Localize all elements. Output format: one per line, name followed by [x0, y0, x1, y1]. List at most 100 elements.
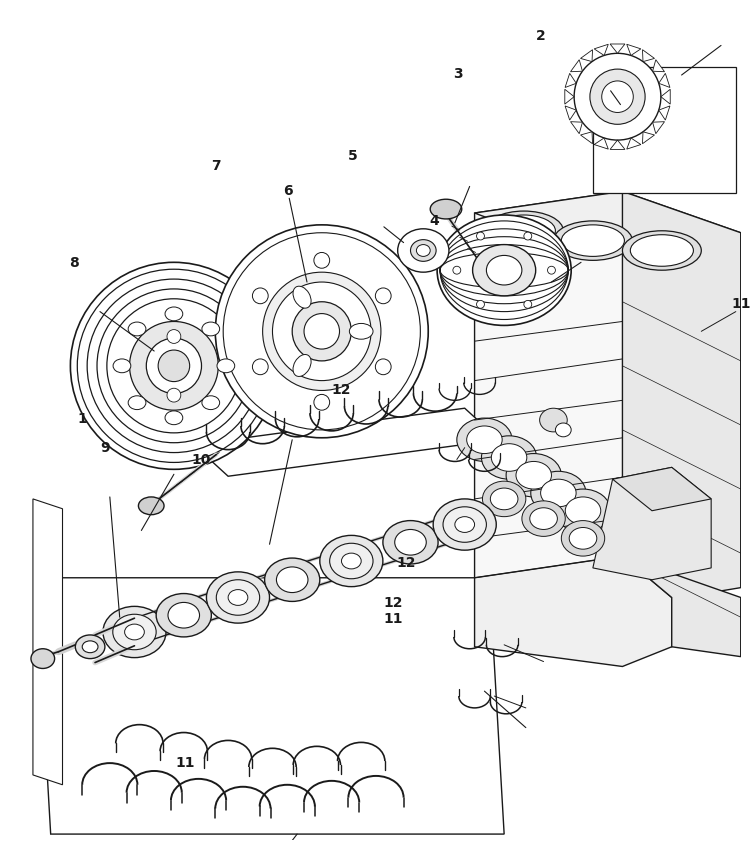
Ellipse shape — [82, 641, 98, 653]
Ellipse shape — [165, 411, 183, 425]
Ellipse shape — [622, 231, 701, 270]
Ellipse shape — [556, 423, 572, 437]
Ellipse shape — [466, 426, 502, 453]
Polygon shape — [571, 60, 583, 72]
Polygon shape — [571, 122, 583, 134]
Text: 12: 12 — [397, 556, 416, 570]
Circle shape — [314, 252, 330, 268]
Circle shape — [476, 300, 484, 308]
Circle shape — [304, 314, 340, 349]
Ellipse shape — [277, 567, 308, 592]
Ellipse shape — [437, 215, 572, 326]
Polygon shape — [594, 138, 608, 149]
Ellipse shape — [330, 543, 373, 579]
Circle shape — [574, 53, 661, 140]
Ellipse shape — [531, 471, 586, 514]
Circle shape — [158, 350, 190, 382]
Ellipse shape — [265, 558, 320, 602]
Ellipse shape — [561, 520, 604, 556]
Polygon shape — [475, 191, 672, 627]
Polygon shape — [475, 556, 672, 667]
Ellipse shape — [561, 225, 625, 256]
Text: 11: 11 — [175, 756, 194, 770]
Circle shape — [167, 330, 181, 343]
Ellipse shape — [569, 528, 597, 549]
Circle shape — [215, 225, 428, 437]
Ellipse shape — [482, 481, 526, 517]
Circle shape — [253, 359, 268, 375]
Ellipse shape — [206, 572, 269, 624]
Circle shape — [453, 266, 460, 274]
Ellipse shape — [433, 499, 496, 550]
Ellipse shape — [168, 602, 200, 628]
Polygon shape — [580, 132, 592, 144]
Ellipse shape — [394, 530, 426, 555]
Ellipse shape — [217, 359, 235, 373]
Ellipse shape — [484, 211, 563, 250]
Polygon shape — [627, 44, 640, 56]
Text: 10: 10 — [191, 453, 211, 467]
Polygon shape — [194, 409, 500, 476]
Circle shape — [262, 272, 381, 391]
Polygon shape — [622, 556, 741, 656]
Ellipse shape — [228, 590, 248, 606]
Polygon shape — [592, 467, 711, 580]
Ellipse shape — [530, 508, 557, 530]
Text: 9: 9 — [100, 441, 109, 455]
Ellipse shape — [492, 215, 556, 246]
Ellipse shape — [487, 255, 522, 285]
Ellipse shape — [416, 244, 430, 256]
Circle shape — [70, 262, 278, 470]
Circle shape — [375, 359, 392, 375]
Ellipse shape — [103, 607, 166, 657]
Ellipse shape — [128, 322, 146, 336]
Ellipse shape — [430, 199, 462, 219]
Ellipse shape — [216, 580, 260, 615]
Polygon shape — [594, 44, 608, 56]
Text: 6: 6 — [284, 184, 293, 198]
Polygon shape — [643, 132, 655, 144]
Polygon shape — [610, 44, 625, 53]
Circle shape — [524, 232, 532, 240]
Circle shape — [130, 321, 218, 410]
Text: 11: 11 — [731, 297, 750, 310]
Ellipse shape — [472, 244, 536, 296]
Ellipse shape — [202, 322, 220, 336]
Ellipse shape — [454, 517, 475, 532]
Polygon shape — [565, 74, 576, 87]
Ellipse shape — [350, 323, 373, 339]
Text: 1: 1 — [78, 412, 88, 426]
Polygon shape — [33, 499, 62, 785]
Ellipse shape — [128, 396, 146, 409]
Ellipse shape — [398, 228, 449, 272]
Polygon shape — [592, 67, 736, 193]
Ellipse shape — [156, 594, 212, 637]
Ellipse shape — [506, 453, 561, 497]
Circle shape — [524, 300, 532, 308]
Ellipse shape — [566, 497, 601, 525]
Circle shape — [602, 81, 633, 113]
Text: 12: 12 — [383, 596, 403, 610]
Ellipse shape — [410, 239, 436, 261]
Circle shape — [590, 69, 645, 124]
Ellipse shape — [293, 354, 311, 376]
Ellipse shape — [202, 396, 220, 409]
Polygon shape — [613, 467, 711, 511]
Ellipse shape — [516, 461, 551, 489]
Ellipse shape — [522, 501, 566, 536]
Ellipse shape — [124, 624, 144, 640]
Polygon shape — [565, 106, 576, 120]
Text: 11: 11 — [383, 612, 403, 626]
Polygon shape — [627, 138, 640, 149]
Polygon shape — [652, 122, 664, 134]
Polygon shape — [652, 60, 664, 72]
Polygon shape — [610, 140, 625, 150]
Ellipse shape — [490, 488, 518, 510]
Polygon shape — [658, 106, 670, 120]
Circle shape — [314, 394, 330, 410]
Polygon shape — [658, 74, 670, 87]
Circle shape — [548, 266, 556, 274]
Circle shape — [292, 302, 351, 361]
Circle shape — [253, 288, 268, 304]
Ellipse shape — [540, 409, 567, 431]
